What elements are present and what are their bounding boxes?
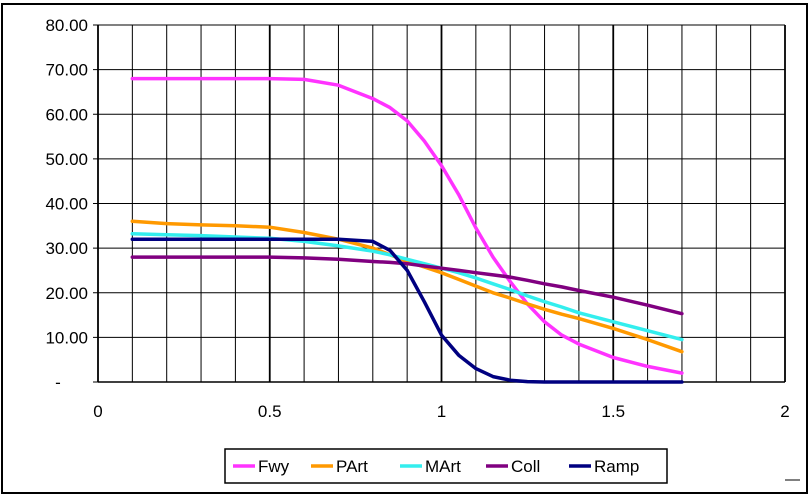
legend-box <box>224 448 668 484</box>
y-tick-label: 40.00 <box>45 195 88 214</box>
legend-label-part: PArt <box>336 457 368 476</box>
series-line-ramp <box>130 237 684 384</box>
y-tick-label: 80.00 <box>45 16 88 35</box>
series-line-fwy <box>130 76 684 375</box>
x-tick-label: 1.5 <box>601 402 625 421</box>
x-tick-label: 1 <box>437 402 446 421</box>
y-tick-label: 70.00 <box>45 61 88 80</box>
x-tick-label: 2 <box>780 402 789 421</box>
y-tick-label: 20.00 <box>45 284 88 303</box>
legend-label-coll: Coll <box>511 457 540 476</box>
legend-label-ramp: Ramp <box>594 457 639 476</box>
y-tick-label: - <box>55 373 61 392</box>
y-tick-label: 50.00 <box>45 150 88 169</box>
legend-label-fwy: Fwy <box>258 457 290 476</box>
x-tick-label: 0 <box>93 402 102 421</box>
y-tick-label: 30.00 <box>45 239 88 258</box>
series-line-coll <box>130 255 684 316</box>
x-tick-label: 0.5 <box>258 402 282 421</box>
y-tick-label: 60.00 <box>45 105 88 124</box>
y-tick-label: 10.00 <box>45 328 88 347</box>
series-line-part <box>130 219 684 354</box>
legend-label-mart: MArt <box>425 457 461 476</box>
